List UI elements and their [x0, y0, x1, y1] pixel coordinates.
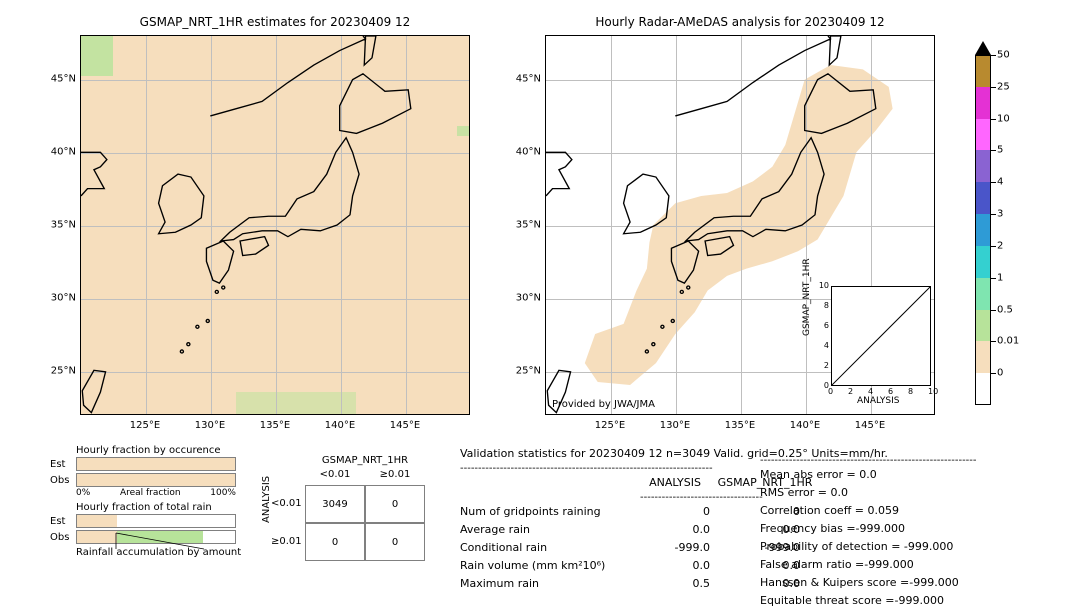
x-tick: 125°E	[595, 420, 625, 431]
score-row: Probability of detection = -999.000	[760, 538, 977, 556]
colorbar-tick: 2	[997, 240, 1003, 251]
mini-row-label: Obs	[50, 532, 76, 543]
y-tick: 25°N	[507, 366, 541, 377]
cont-col-label: ≥0.01	[365, 469, 425, 480]
mini-bar	[76, 457, 236, 471]
y-tick: 35°N	[42, 220, 76, 231]
colorbar-tick: 0.01	[997, 336, 1019, 347]
score-stats: ----------------------------------------…	[760, 455, 977, 610]
colorbar-tick: 1	[997, 272, 1003, 283]
score-row: RMS error = 0.0	[760, 484, 977, 502]
col-header: ANALYSIS	[640, 474, 710, 492]
colorbar-tick: 10	[997, 113, 1010, 124]
map-left	[80, 35, 470, 415]
dash-line-icon: ----------------------------------------…	[760, 455, 977, 466]
map-right-title: Hourly Radar-AMeDAS analysis for 2023040…	[545, 15, 935, 29]
provided-by: Provided by JWA/JMA	[552, 399, 655, 410]
cont-cell: 3049	[305, 485, 365, 523]
map-right: Provided by JWA/JMA00224466881010ANALYSI…	[545, 35, 935, 415]
x-tick: 145°E	[390, 420, 420, 431]
cont-cell: 0	[305, 523, 365, 561]
x-tick: 135°E	[725, 420, 755, 431]
mini-row-label: Est	[50, 459, 76, 470]
mini-connector-icon	[76, 525, 236, 557]
mini-title: Hourly fraction of total rain	[76, 502, 241, 513]
cont-col-label: <0.01	[305, 469, 365, 480]
y-tick: 25°N	[42, 366, 76, 377]
mini-title: Hourly fraction by occurence	[76, 445, 241, 456]
colorbar-tick: 25	[997, 81, 1010, 92]
x-tick: 130°E	[660, 420, 690, 431]
colorbar-tick: 4	[997, 177, 1003, 188]
y-tick: 40°N	[42, 146, 76, 157]
mini-bar	[76, 473, 236, 487]
y-tick: 30°N	[42, 293, 76, 304]
y-tick: 40°N	[507, 146, 541, 157]
score-row: Mean abs error = 0.0	[760, 466, 977, 484]
y-tick: 45°N	[507, 73, 541, 84]
map-left-title: GSMAP_NRT_1HR estimates for 20230409 12	[80, 15, 470, 29]
score-row: Equitable threat score =-999.000	[760, 592, 977, 610]
y-tick: 30°N	[507, 293, 541, 304]
cont-row-label: ≥0.01	[271, 536, 302, 547]
colorbar-tick: 0	[997, 368, 1003, 379]
y-tick: 35°N	[507, 220, 541, 231]
mini-charts: Hourly fraction by occurenceEstObs0%Area…	[50, 445, 241, 558]
x-tick: 130°E	[195, 420, 225, 431]
cont-col-title: GSMAP_NRT_1HR	[305, 455, 425, 466]
y-tick: 45°N	[42, 73, 76, 84]
score-row: False alarm ratio =-999.000	[760, 556, 977, 574]
colorbar-tick: 5	[997, 145, 1003, 156]
x-tick: 140°E	[790, 420, 820, 431]
x-tick: 145°E	[855, 420, 885, 431]
cont-cell: 0	[365, 485, 425, 523]
cont-row-label: <0.01	[271, 498, 302, 509]
mini-row-label: Obs	[50, 475, 76, 486]
score-row: Frequency bias =-999.000	[760, 520, 977, 538]
x-tick: 135°E	[260, 420, 290, 431]
x-tick: 125°E	[130, 420, 160, 431]
mini-row-label: Est	[50, 516, 76, 527]
cont-cell: 0	[365, 523, 425, 561]
colorbar-tick: 0.5	[997, 304, 1013, 315]
colorbar-arrow-icon	[975, 41, 991, 55]
colorbar-tick: 3	[997, 209, 1003, 220]
colorbar-tick: 50	[997, 50, 1010, 61]
x-tick: 140°E	[325, 420, 355, 431]
score-row: Hanssen & Kuipers score =-999.000	[760, 574, 977, 592]
score-row: Correlation coeff = 0.059	[760, 502, 977, 520]
inset-scatter	[831, 286, 931, 386]
